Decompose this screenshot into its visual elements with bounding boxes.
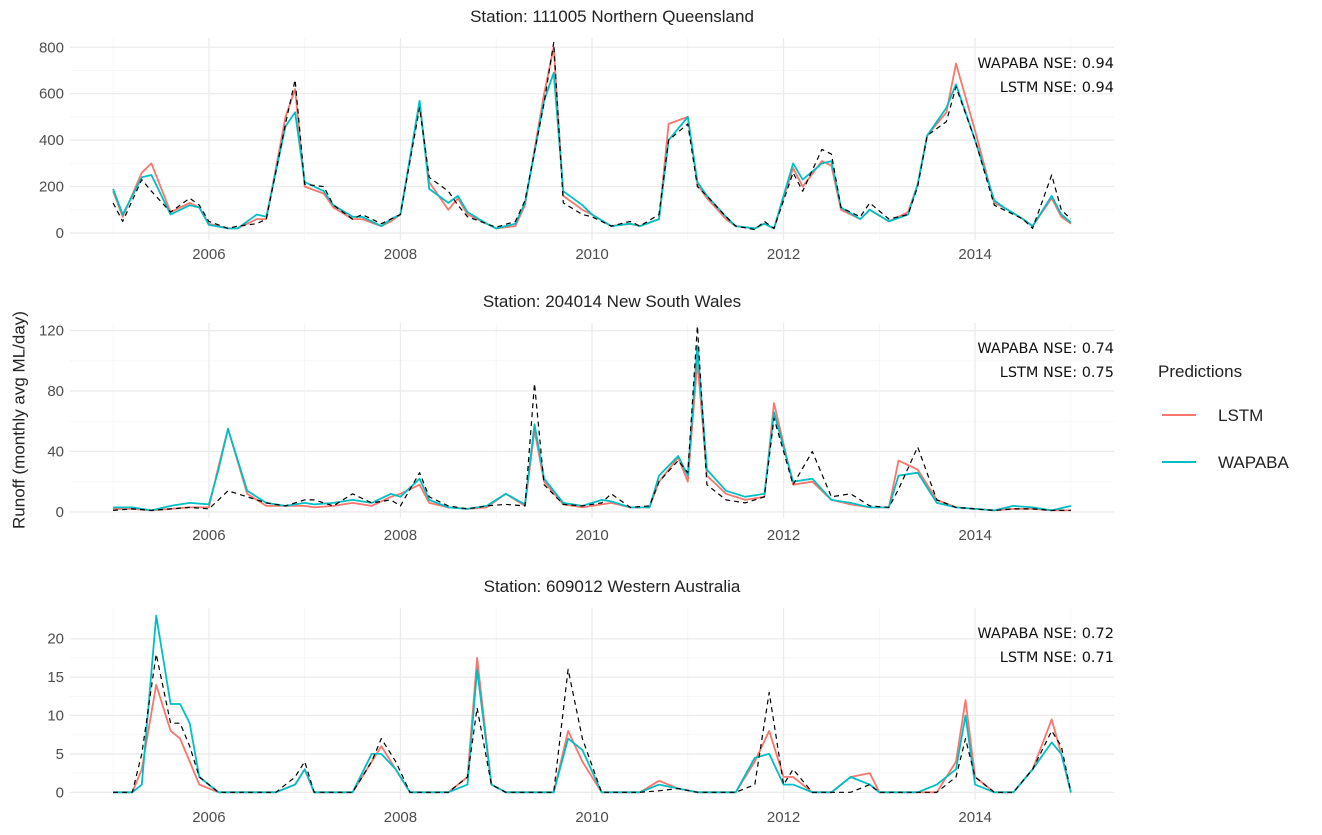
x-tick-label: 2010 xyxy=(575,246,608,263)
y-tick-label: 5 xyxy=(56,746,64,763)
x-tick-label: 2010 xyxy=(575,809,608,826)
x-tick-label: 2006 xyxy=(192,809,225,826)
y-tick-label: 200 xyxy=(39,179,64,196)
series-line-observed xyxy=(113,325,1071,511)
nse-annotation: LSTM NSE: 0.71 xyxy=(1000,650,1114,666)
panel-title: Station: 204014 New South Wales xyxy=(483,292,741,311)
series-line-observed xyxy=(112,41,1072,231)
x-tick-label: 2012 xyxy=(767,527,800,544)
panel-title: Station: 111005 Northern Queensland xyxy=(470,7,754,26)
nse-annotation: WAPABA NSE: 0.74 xyxy=(977,341,1114,357)
x-tick-label: 2008 xyxy=(384,246,417,263)
y-tick-label: 0 xyxy=(56,225,64,242)
series-line-observed xyxy=(113,653,1072,793)
x-tick-label: 2006 xyxy=(192,527,225,544)
y-tick-label: 40 xyxy=(47,443,64,460)
x-tick-label: 2008 xyxy=(384,527,417,544)
x-tick-label: 2006 xyxy=(192,246,225,263)
nse-annotation: LSTM NSE: 0.94 xyxy=(1000,80,1114,96)
y-tick-label: 20 xyxy=(47,631,64,648)
y-tick-label: 120 xyxy=(39,323,64,340)
x-tick-label: 2014 xyxy=(958,809,991,826)
legend-label-lstm: LSTM xyxy=(1218,406,1263,425)
x-tick-label: 2008 xyxy=(384,809,417,826)
panel-1: 2006 2008 2010 2012 2014 0 200 400 600 800 Station… xyxy=(39,7,1114,263)
y-tick-label: 400 xyxy=(39,132,64,149)
x-tick-label: 2010 xyxy=(575,527,608,544)
series-line-lstm xyxy=(113,359,1071,512)
nse-annotation: WAPABA NSE: 0.94 xyxy=(977,56,1114,72)
y-tick-label: 0 xyxy=(56,784,64,801)
y-tick-label: 10 xyxy=(47,708,64,725)
y-axis-label: Runoff (monthly avg ML/day) xyxy=(9,311,28,529)
y-tick-label: 800 xyxy=(39,39,64,56)
x-tick-label: 2012 xyxy=(767,246,800,263)
panel-title: Station: 609012 Western Australia xyxy=(484,577,741,596)
x-tick-label: 2014 xyxy=(958,527,991,544)
legend-title: Predictions xyxy=(1158,362,1242,381)
panel-3: 2006 2008 2010 2012 2014 0 5 10 15 20 Station: 609… xyxy=(47,577,1114,826)
legend-label-wapaba: WAPABA xyxy=(1218,453,1290,472)
x-tick-label: 2012 xyxy=(767,809,800,826)
y-tick-label: 600 xyxy=(39,86,64,103)
nse-annotation: WAPABA NSE: 0.72 xyxy=(977,626,1114,642)
panel-2: 2006 2008 2010 2012 2014 0 40 80 120 Station: 204… xyxy=(39,292,1114,544)
y-tick-label: 15 xyxy=(47,669,64,686)
y-tick-label: 0 xyxy=(56,504,64,521)
x-tick-label: 2014 xyxy=(958,246,991,263)
y-tick-label: 80 xyxy=(47,383,64,400)
nse-annotation: LSTM NSE: 0.75 xyxy=(1000,365,1114,381)
